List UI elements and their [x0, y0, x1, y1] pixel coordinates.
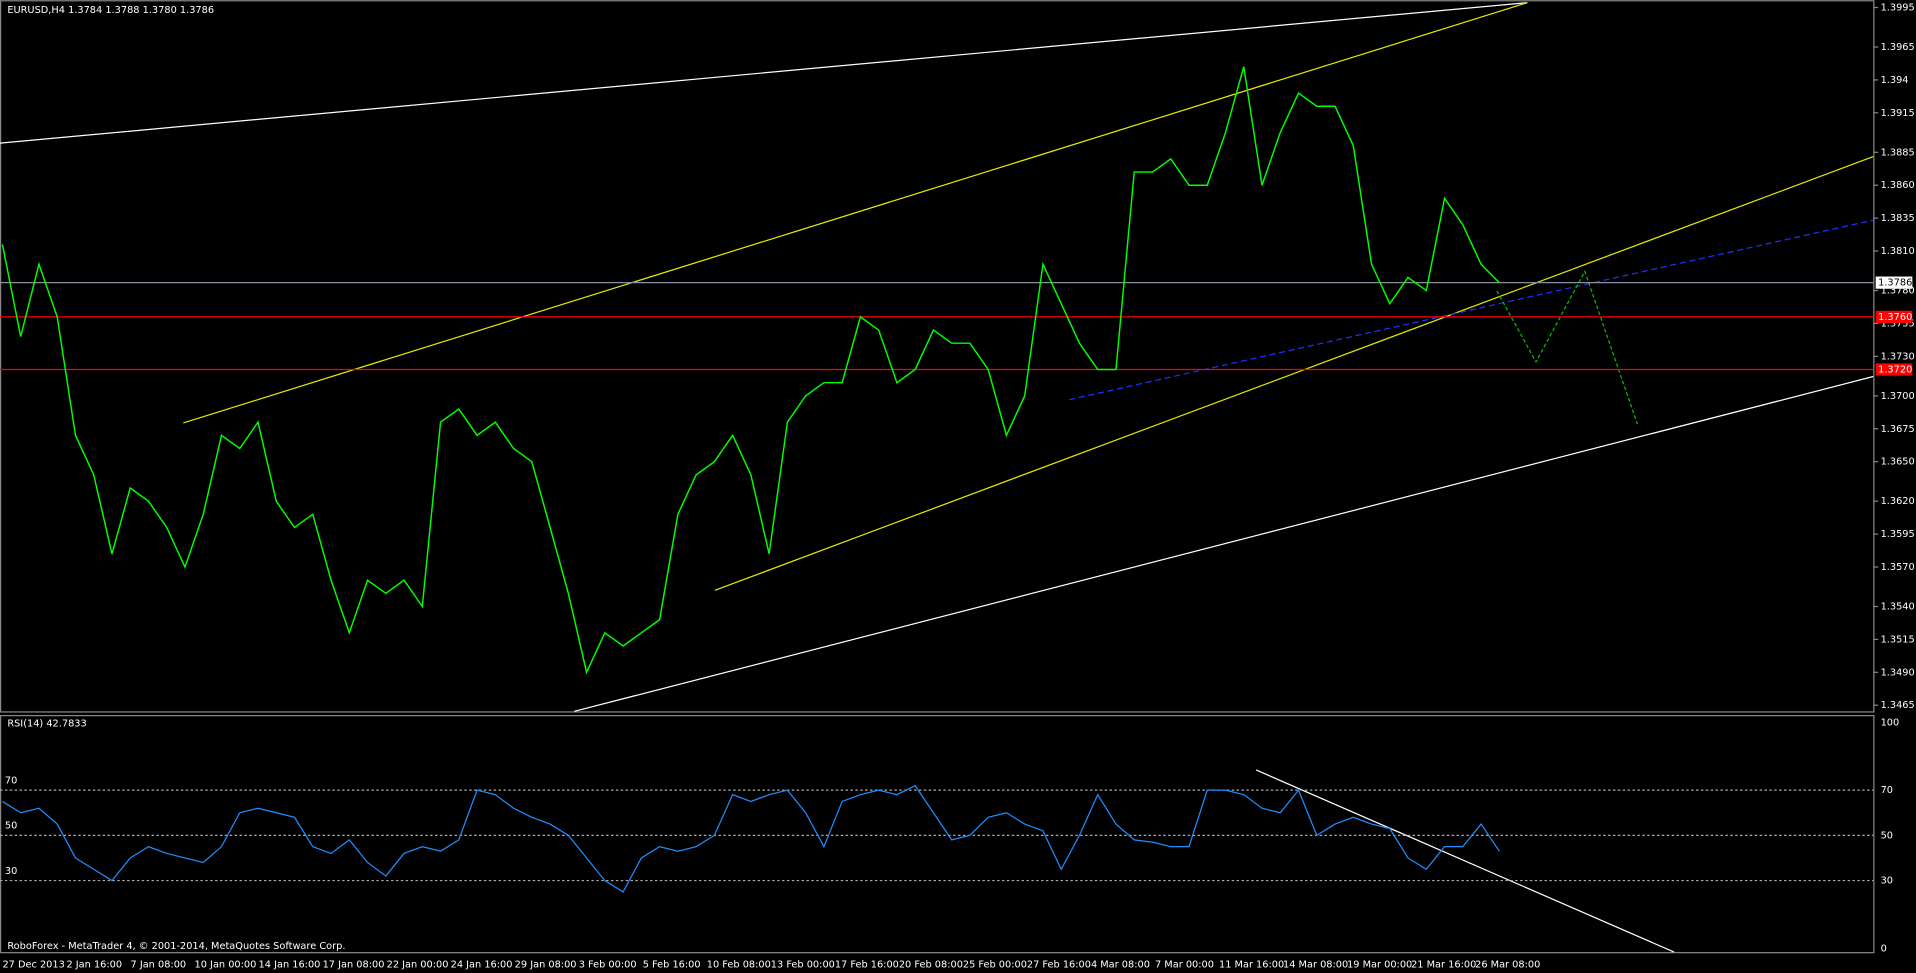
price-tick-label: 1.3915 [1881, 108, 1915, 119]
price-tick-label: 1.3860 [1881, 180, 1915, 191]
rsi-tick-label: 30 [1881, 876, 1893, 887]
x-label: 24 Jan 16:00 [451, 959, 513, 970]
rsi-tick-label: 50 [1881, 830, 1893, 841]
x-label: 27 Feb 16:00 [1027, 959, 1091, 970]
price-tick-label: 1.394 [1881, 75, 1909, 86]
price-tick-label: 1.3540 [1881, 601, 1915, 612]
x-label: 4 Mar 08:00 [1091, 959, 1150, 970]
rsi-trend-line [1255, 769, 1675, 953]
rsi-left-label: 70 [5, 775, 17, 786]
x-label: 7 Jan 08:00 [131, 959, 187, 970]
x-label: 29 Jan 08:00 [515, 959, 577, 970]
x-label: 14 Mar 08:00 [1283, 959, 1348, 970]
x-label: 2 Jan 16:00 [66, 959, 122, 970]
x-label: 27 Dec 2013 [2, 959, 64, 970]
price-line [1, 66, 1500, 675]
price-tick-label: 1.3490 [1881, 667, 1915, 678]
price-tick-label: 1.3570 [1881, 562, 1915, 573]
price-tick-label: 1.3755 [1881, 318, 1915, 329]
x-label: 17 Jan 08:00 [323, 959, 385, 970]
symbol-header: EURUSD,H4 1.3784 1.3788 1.3780 1.3786 [7, 5, 214, 16]
x-label: 11 Mar 16:00 [1219, 959, 1284, 970]
trend-line [0, 2, 1528, 144]
x-label: 13 Feb 00:00 [771, 959, 835, 970]
x-label: 7 Mar 00:00 [1155, 959, 1214, 970]
rsi-tick-label: 70 [1881, 785, 1893, 796]
x-label: 10 Feb 08:00 [707, 959, 771, 970]
rsi-tick-label: 100 [1881, 717, 1900, 728]
projection [1496, 269, 1638, 425]
trend-line [714, 156, 1874, 591]
rsi-panel-border [0, 715, 1875, 954]
rsi-header: RSI(14) 42.7833 [7, 719, 86, 730]
price-tick-label: 1.3780 [1881, 286, 1915, 297]
price-tick-label: 1.3835 [1881, 213, 1915, 224]
x-label: 14 Jan 16:00 [259, 959, 321, 970]
trend-line [183, 2, 1528, 424]
trend-line [574, 375, 1874, 712]
rsi-left-label: 50 [5, 821, 17, 832]
x-label: 17 Feb 16:00 [835, 959, 899, 970]
trend-lines [0, 2, 1874, 953]
x-label: 25 Feb 00:00 [963, 959, 1027, 970]
price-tick-label: 1.3465 [1881, 700, 1915, 711]
price-tick-label: 1.3995 [1881, 3, 1915, 14]
price-tag-label: 1.3786 [1878, 278, 1912, 289]
price-tag-label: 1.3720 [1878, 365, 1912, 376]
x-label: 5 Feb 16:00 [643, 959, 701, 970]
x-label: 3 Feb 00:00 [579, 959, 637, 970]
price-tick-label: 1.3515 [1881, 634, 1915, 645]
price-tag-label: 1.3760 [1878, 312, 1912, 323]
price-tag [1875, 310, 1913, 323]
price-tick-label: 1.3675 [1881, 424, 1915, 435]
footer: RoboForex - MetaTrader 4, © 2001-2014, M… [7, 941, 345, 952]
price-tick-label: 1.3650 [1881, 457, 1915, 468]
x-label: 22 Jan 00:00 [387, 959, 449, 970]
price-tick-label: 1.3620 [1881, 496, 1915, 507]
price-tag [1875, 363, 1913, 376]
x-label: 20 Feb 08:00 [899, 959, 963, 970]
x-label: 19 Mar 00:00 [1347, 959, 1412, 970]
x-label: 10 Jan 00:00 [195, 959, 257, 970]
rsi-line [2, 784, 1500, 893]
x-label: 21 Mar 16:00 [1411, 959, 1476, 970]
price-tick-label: 1.3700 [1881, 391, 1915, 402]
price-tick-label: 1.3730 [1881, 351, 1915, 362]
price-tick-label: 1.3885 [1881, 147, 1915, 158]
x-label: 26 Mar 08:00 [1475, 959, 1540, 970]
main-panel-border [0, 0, 1875, 713]
rsi-tick-label: 0 [1881, 943, 1887, 954]
price-tick-label: 1.3810 [1881, 246, 1915, 257]
price-tag [1875, 276, 1913, 289]
price-tick-label: 1.3595 [1881, 529, 1915, 540]
trend-line [1069, 219, 1874, 401]
price-tick-label: 1.3965 [1881, 42, 1915, 53]
rsi-left-label: 30 [5, 866, 17, 877]
